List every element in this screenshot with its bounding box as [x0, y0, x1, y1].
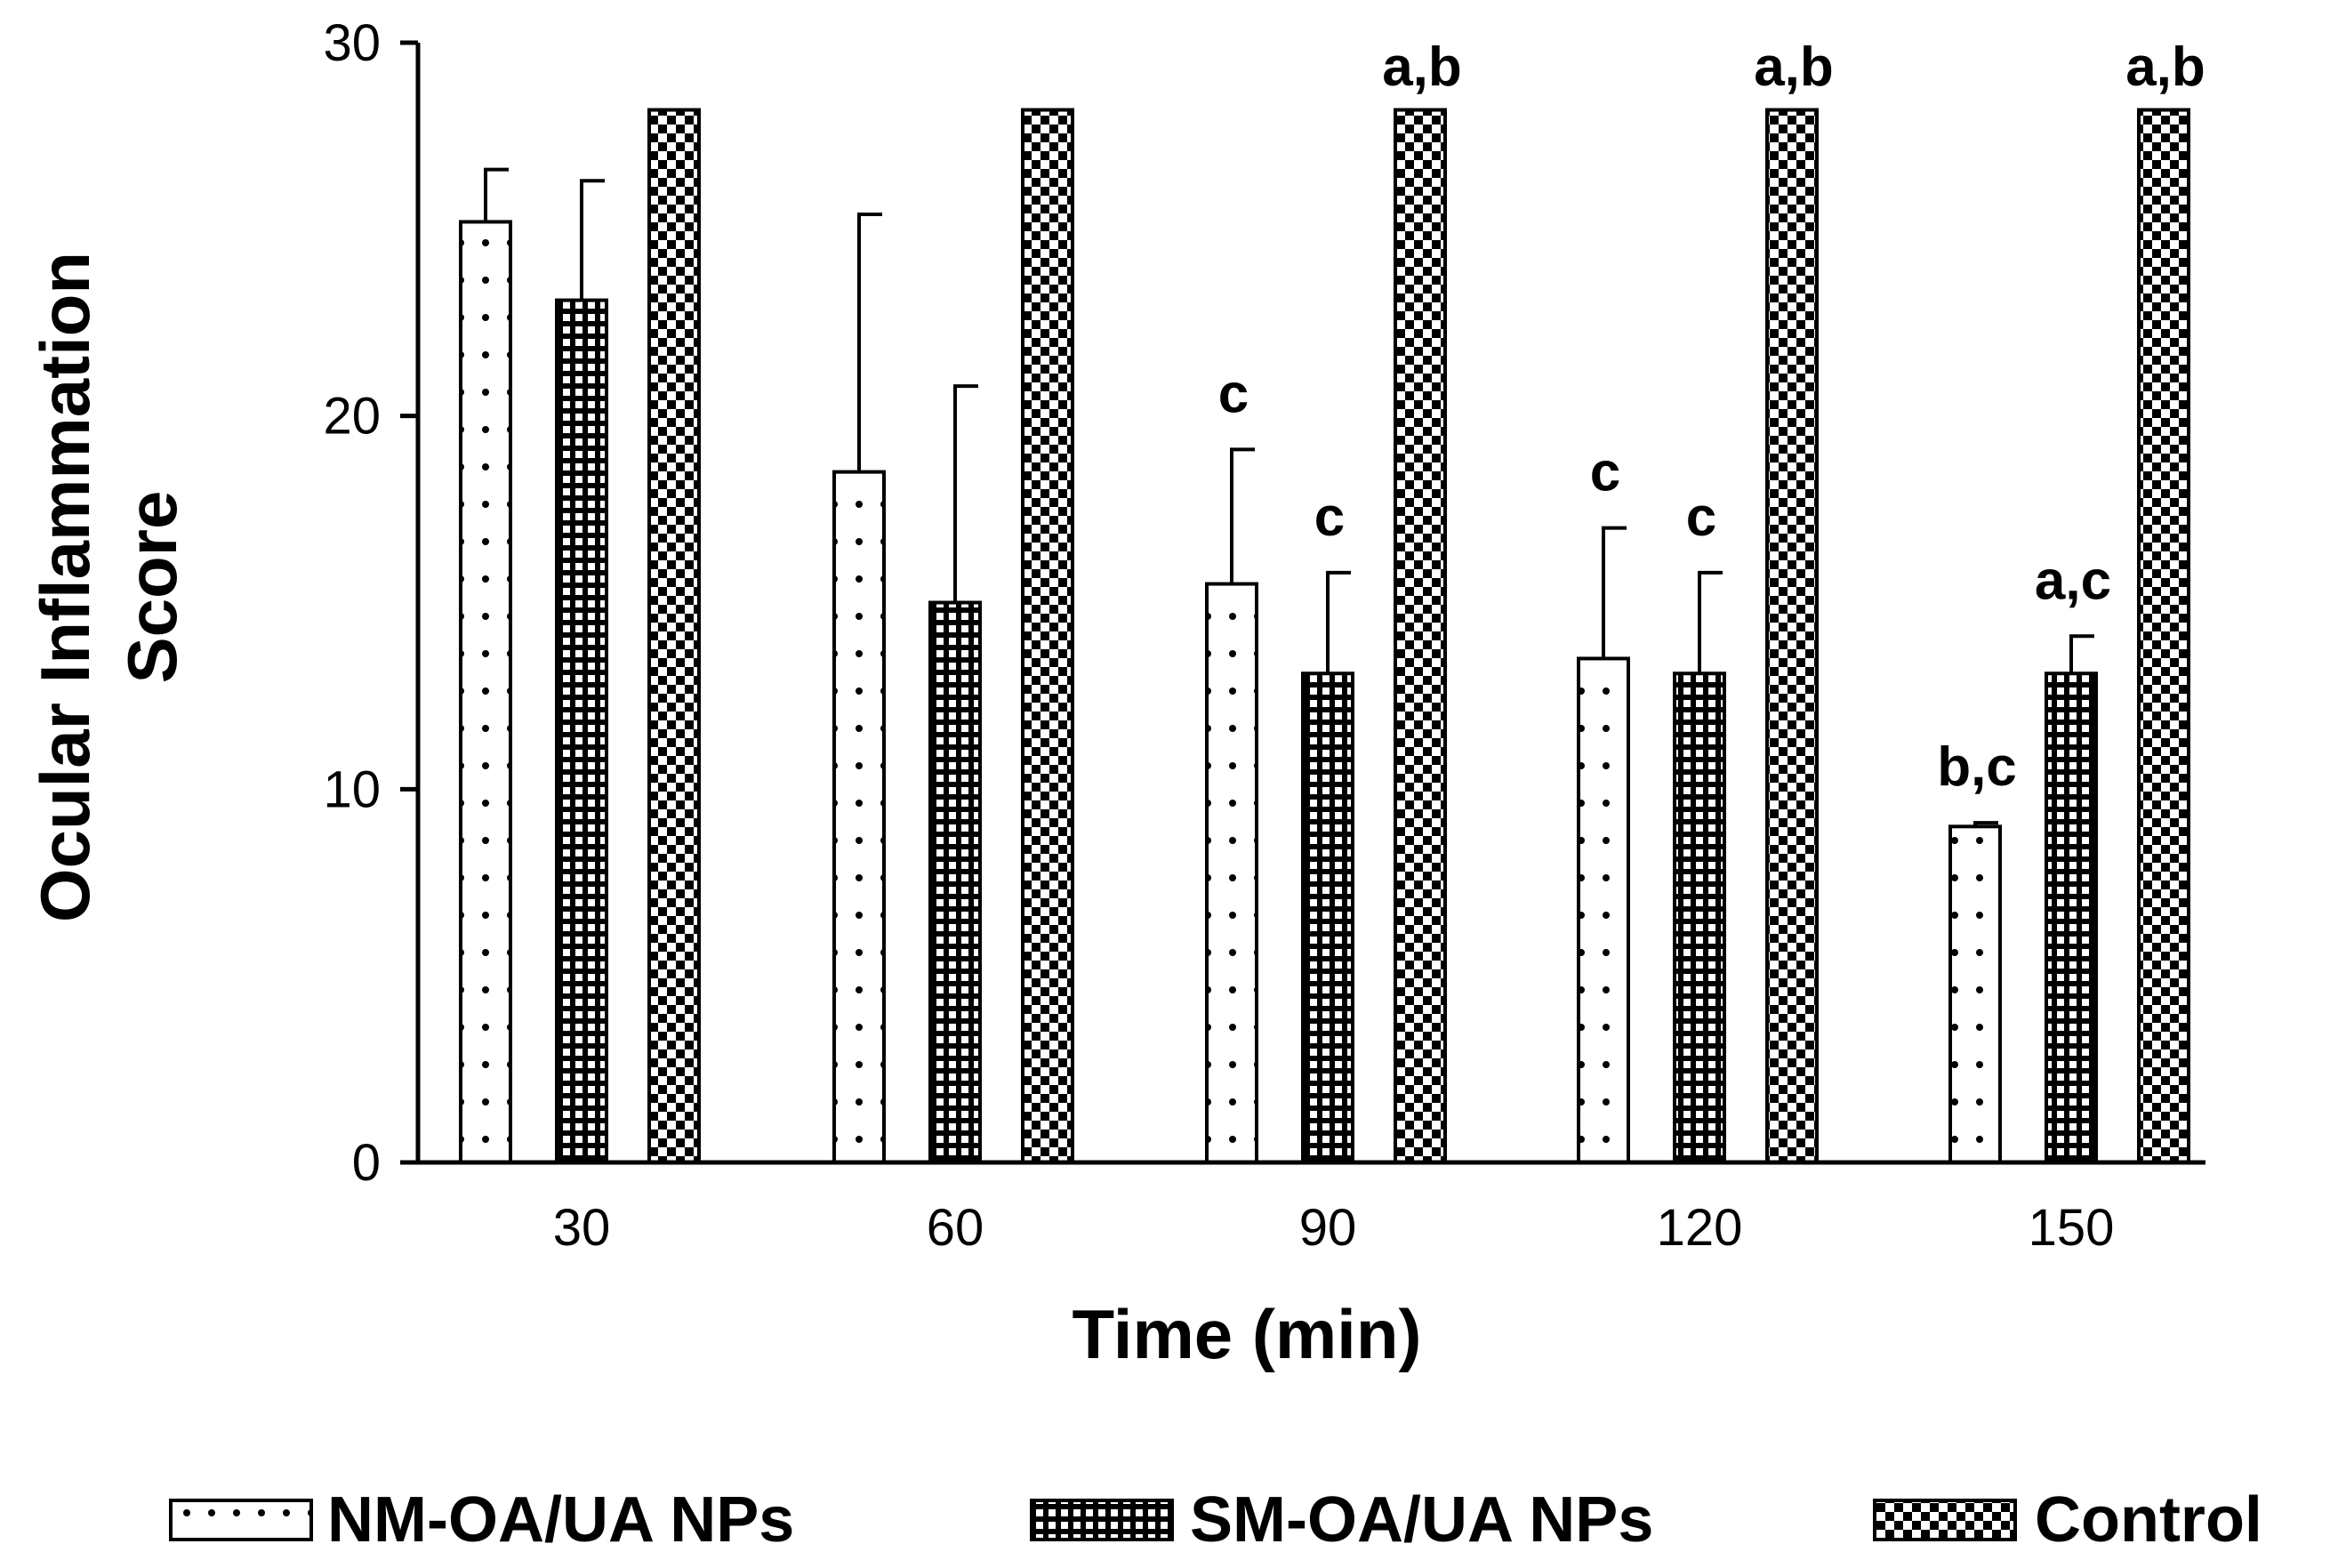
- y-tick-label: 0: [352, 1134, 381, 1192]
- legend-label: SM-OA/UA NPs: [1190, 1484, 1653, 1556]
- bar-dense-dots: [1673, 671, 1726, 1164]
- significance-label: c: [1218, 363, 1249, 424]
- significance-label: c: [1686, 486, 1716, 548]
- legend-swatch-dense-dots: [1030, 1499, 1174, 1541]
- significance-label: a,b: [2125, 36, 2205, 98]
- x-tick-label: 60: [927, 1199, 984, 1257]
- y-axis-title-line-1: Ocular Inflammation: [26, 252, 104, 922]
- significance-label: a,c: [2035, 550, 2111, 611]
- bar-checker: [1394, 108, 1447, 1164]
- significance-label: c: [1590, 442, 1620, 503]
- bar-sparse-dots: [832, 470, 886, 1164]
- significance-label: a,b: [1382, 36, 1462, 98]
- x-tick-label: 150: [2029, 1199, 2115, 1257]
- x-axis-title: Time (min): [1073, 1295, 1422, 1373]
- significance-label: c: [1314, 486, 1345, 548]
- y-axis-title-line-2: Score: [113, 491, 191, 684]
- bars: c c a,b c c a,b b,c a,c a,b: [459, 36, 2205, 1165]
- legend-label: Control: [2035, 1484, 2262, 1556]
- bar-checker: [2137, 108, 2190, 1164]
- x-ticks: 30 60 90 120 150: [553, 1199, 2115, 1257]
- legend-label: NM-OA/UA NPs: [327, 1484, 794, 1556]
- bar-dense-dots: [928, 600, 982, 1164]
- significance-label: a,b: [1754, 36, 1834, 98]
- bar-dense-dots: [1301, 671, 1354, 1164]
- bar-checker: [647, 108, 701, 1164]
- bar-sparse-dots: [1205, 582, 1258, 1164]
- axes: [415, 43, 2205, 1165]
- bar-sparse-dots: [1948, 824, 2002, 1164]
- y-tick-label: 20: [323, 388, 381, 446]
- y-ticks: 0 10 20 30: [323, 14, 418, 1192]
- y-axis-title: Ocular Inflammation Score: [26, 252, 191, 922]
- bar-checker: [1021, 108, 1074, 1164]
- bar-sparse-dots: [459, 220, 512, 1165]
- y-tick-label: 10: [323, 760, 381, 818]
- legend: NM-OA/UA NPs SM-OA/UA NPs Control: [169, 1484, 2262, 1556]
- legend-swatch-checker: [1873, 1499, 2017, 1541]
- significance-label: b,c: [1937, 736, 2017, 798]
- legend-swatch-sparse-dots: [169, 1499, 313, 1541]
- x-tick-label: 120: [1657, 1199, 1743, 1257]
- x-tick-label: 90: [1299, 1199, 1357, 1257]
- bar-checker: [1765, 108, 1819, 1164]
- x-tick-label: 30: [553, 1199, 611, 1257]
- y-tick-label: 30: [323, 14, 381, 72]
- bar-dense-dots: [2045, 671, 2098, 1164]
- bar-dense-dots: [555, 298, 608, 1164]
- bar-sparse-dots: [1577, 656, 1630, 1164]
